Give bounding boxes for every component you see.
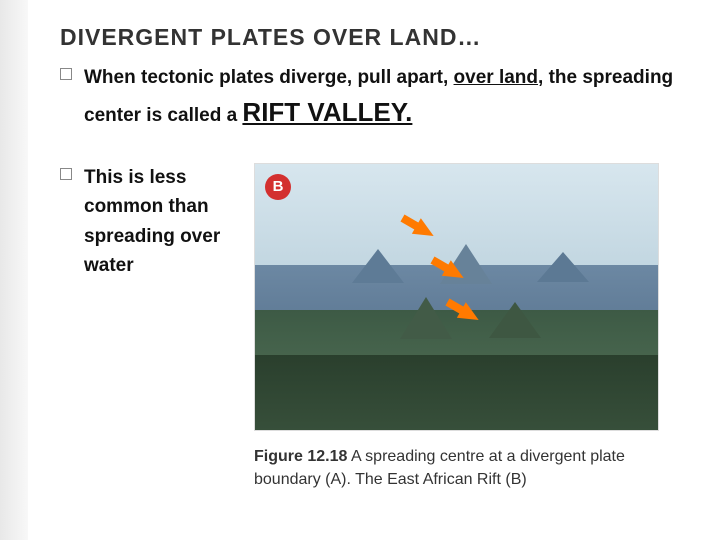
bullet1-rift: RIFT VALLEY.	[242, 97, 412, 127]
rift-valley-image: B	[254, 163, 659, 431]
bullet-checkbox-icon	[60, 168, 72, 180]
mountain-peak-icon	[400, 297, 452, 339]
slide-content: DIVERGENT PLATES OVER LAND… When tectoni…	[0, 0, 720, 511]
bullet-item-1: When tectonic plates diverge, pull apart…	[60, 63, 690, 133]
bullet2-text: This is less common than spreading over …	[84, 163, 230, 281]
figure-caption: Figure 12.18 A spreading centre at a div…	[254, 445, 659, 491]
bullet1-underlined: over land	[454, 67, 538, 88]
bullet-checkbox-icon	[60, 68, 72, 80]
mountain-peak-icon	[352, 249, 404, 283]
bullet-item-2: This is less common than spreading over …	[60, 163, 230, 281]
bullet1-pre: When tectonic plates diverge, pull apart…	[84, 67, 454, 88]
lower-row: This is less common than spreading over …	[60, 163, 690, 491]
mountain-peak-icon	[537, 252, 589, 282]
near-mountains-layer	[255, 355, 658, 429]
slide-title: DIVERGENT PLATES OVER LAND…	[60, 24, 690, 51]
left-accent-bar	[0, 0, 28, 540]
figure-wrap: B Figure 12.18 A spreading centre at a d…	[254, 163, 659, 491]
title-text: DIVERGENT PLATES OVER LAND…	[60, 24, 481, 50]
bullet1-text: When tectonic plates diverge, pull apart…	[84, 63, 690, 133]
figure-badge-b: B	[265, 174, 291, 200]
mountain-peak-icon	[489, 302, 541, 338]
caption-label: Figure 12.18	[254, 448, 347, 465]
